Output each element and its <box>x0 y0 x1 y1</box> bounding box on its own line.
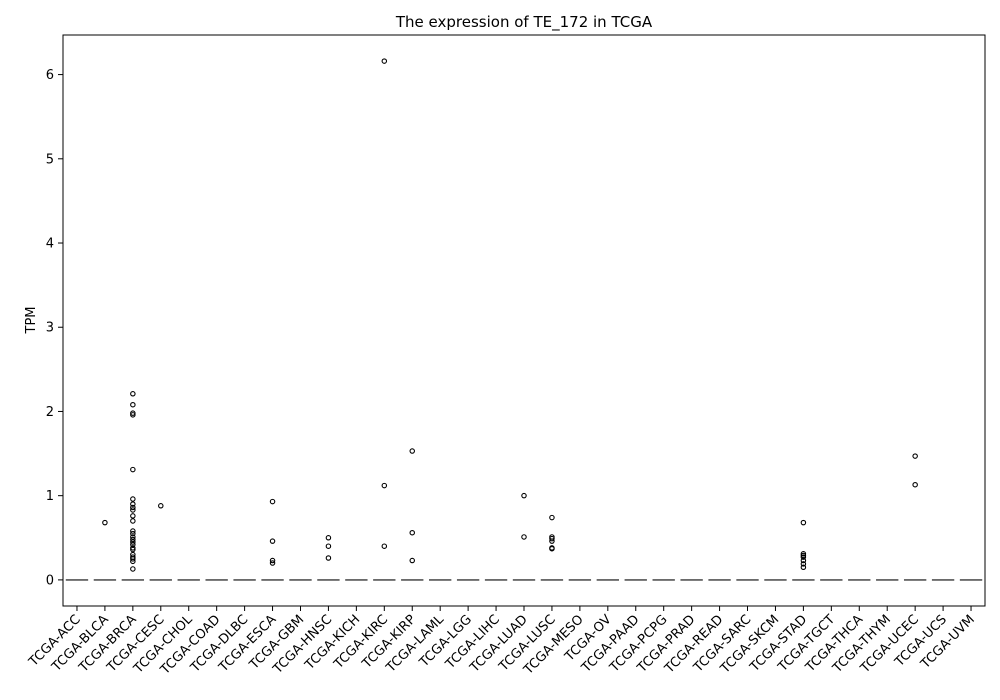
y-axis-label: TPM <box>24 307 39 335</box>
outlier-point <box>130 410 136 416</box>
y-tick-label: 0 <box>46 573 54 588</box>
outlier-point <box>521 534 527 540</box>
outlier-point <box>130 566 136 572</box>
outlier-point <box>521 492 527 499</box>
outlier-point <box>130 496 136 502</box>
outlier-point <box>130 558 136 565</box>
outlier-point <box>912 453 918 459</box>
outlier-point <box>269 560 276 566</box>
outlier-point <box>409 557 415 564</box>
outlier-point <box>102 519 108 526</box>
outlier-point <box>409 448 415 454</box>
outlier-point <box>269 557 276 564</box>
outlier-point <box>130 518 136 524</box>
outlier-point <box>130 504 136 511</box>
outlier-point <box>130 534 136 540</box>
outlier-point <box>269 498 276 505</box>
y-tick-label: 6 <box>46 68 54 83</box>
outlier-point <box>549 538 555 544</box>
outlier-point <box>130 513 136 519</box>
outlier-point <box>409 529 415 536</box>
y-tick-label: 1 <box>46 489 54 504</box>
outlier-point <box>130 545 136 551</box>
y-tick-label: 3 <box>46 321 54 336</box>
outlier-point <box>130 401 136 408</box>
outlier-point <box>800 561 807 567</box>
y-tick-label: 2 <box>46 405 54 420</box>
outlier-point <box>130 541 136 548</box>
outlier-point <box>381 58 388 64</box>
outlier-point <box>130 391 136 397</box>
outlier-point <box>800 519 807 526</box>
outlier-point <box>381 543 388 549</box>
outlier-point <box>549 514 555 521</box>
plot-frame <box>62 34 986 607</box>
outlier-point <box>800 552 807 559</box>
y-tick-label: 4 <box>46 237 54 252</box>
outlier-point <box>800 564 807 571</box>
y-tick-label: 5 <box>46 152 54 167</box>
outlier-point <box>800 557 807 564</box>
outlier-points <box>102 58 918 572</box>
outlier-point <box>130 501 136 507</box>
outlier-point <box>912 481 918 488</box>
outlier-point <box>381 482 388 489</box>
outlier-point <box>130 412 136 418</box>
outlier-point <box>325 555 332 561</box>
outlier-point <box>800 551 807 557</box>
outlier-point <box>549 545 555 552</box>
outlier-point <box>130 466 136 473</box>
outlier-point <box>130 539 136 545</box>
chart-title: The expression of TE_172 in TCGA <box>395 13 653 32</box>
outlier-point <box>130 530 136 537</box>
outlier-point <box>158 503 164 509</box>
outlier-point <box>130 536 136 543</box>
outlier-point <box>549 535 555 542</box>
x-axis: TCGA-ACCTCGA-BLCATCGA-BRCATCGA-CESCTCGA-… <box>26 606 978 678</box>
outlier-point <box>325 543 332 549</box>
outlier-point <box>130 528 136 534</box>
outlier-point <box>325 535 332 541</box>
y-axis: 0 1 2 3 4 5 6 <box>46 68 63 588</box>
outlier-point <box>130 507 136 513</box>
outlier-point <box>269 538 276 544</box>
outlier-point <box>800 554 807 560</box>
outlier-point <box>130 546 136 553</box>
outlier-point <box>130 556 136 562</box>
